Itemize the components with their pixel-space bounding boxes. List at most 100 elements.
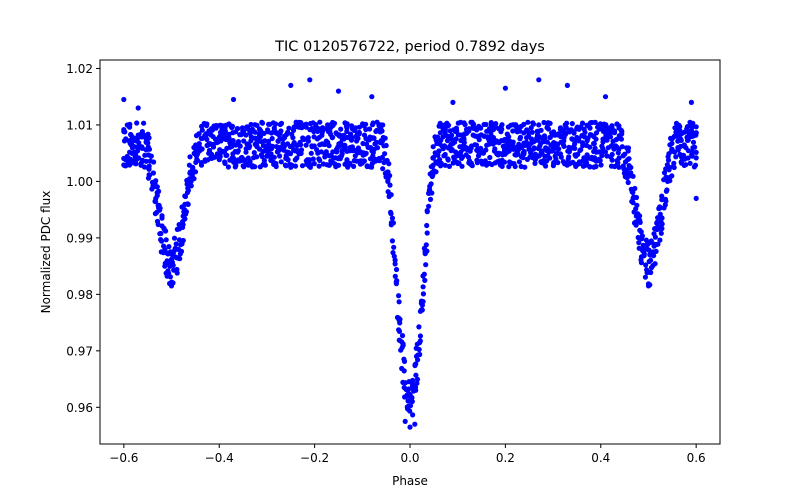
data-point xyxy=(194,156,200,162)
data-point xyxy=(265,138,272,144)
data-point xyxy=(151,159,157,165)
data-point xyxy=(378,126,384,132)
data-point xyxy=(298,142,304,148)
data-point xyxy=(633,206,639,212)
data-point xyxy=(435,134,441,140)
data-point xyxy=(401,358,408,364)
data-point xyxy=(306,157,312,163)
data-point xyxy=(598,162,604,168)
data-point xyxy=(288,164,294,170)
data-point xyxy=(671,160,677,166)
data-point xyxy=(569,121,575,127)
data-point xyxy=(510,139,516,145)
data-point xyxy=(587,164,593,170)
data-point xyxy=(581,126,587,132)
data-point xyxy=(499,163,505,169)
data-point xyxy=(303,123,309,129)
data-point xyxy=(566,154,572,160)
data-point xyxy=(413,361,419,367)
data-point xyxy=(512,163,518,170)
data-point xyxy=(215,152,221,158)
x-tick-label: 0.6 xyxy=(687,451,706,465)
data-point xyxy=(290,127,297,133)
data-point xyxy=(240,128,246,134)
data-point xyxy=(228,142,234,148)
data-point xyxy=(445,123,451,129)
data-point xyxy=(446,163,452,169)
data-point xyxy=(430,144,436,150)
data-point xyxy=(235,126,241,132)
data-point xyxy=(659,225,665,232)
data-point xyxy=(483,121,489,128)
data-point xyxy=(423,262,429,268)
data-point xyxy=(154,192,160,199)
data-point xyxy=(389,238,395,244)
data-point xyxy=(273,121,279,127)
data-point xyxy=(235,139,242,145)
data-point xyxy=(416,346,422,353)
data-point xyxy=(158,230,164,237)
data-point xyxy=(271,125,277,131)
data-point xyxy=(655,241,661,247)
data-point xyxy=(252,164,258,170)
data-point xyxy=(572,145,578,151)
x-tick-label: 0.0 xyxy=(400,451,419,465)
data-point xyxy=(640,242,646,248)
data-point xyxy=(311,161,317,167)
data-point xyxy=(135,135,141,141)
data-point xyxy=(693,124,699,130)
data-point xyxy=(599,153,605,159)
data-point xyxy=(148,153,154,159)
data-point xyxy=(664,187,670,193)
data-point xyxy=(424,222,430,229)
data-point xyxy=(521,121,527,127)
data-point xyxy=(630,173,636,179)
data-point xyxy=(602,149,609,155)
data-point xyxy=(561,129,568,135)
data-point xyxy=(226,135,232,141)
data-point xyxy=(657,237,663,243)
data-point xyxy=(166,244,172,250)
data-point xyxy=(616,164,622,170)
data-point xyxy=(380,122,386,128)
data-point xyxy=(655,215,661,221)
data-point xyxy=(190,164,196,170)
data-point xyxy=(150,170,156,176)
data-point xyxy=(121,128,127,135)
data-point xyxy=(658,230,664,236)
data-point xyxy=(607,134,614,140)
data-point xyxy=(330,122,336,128)
data-point xyxy=(146,146,153,152)
data-point xyxy=(266,121,272,127)
data-point xyxy=(550,163,557,169)
data-point xyxy=(241,157,247,163)
data-point xyxy=(662,202,668,208)
y-axis-label: Normalized PDC flux xyxy=(39,191,53,314)
data-point xyxy=(683,162,689,168)
data-point xyxy=(256,126,262,132)
data-point xyxy=(402,418,408,424)
data-point xyxy=(689,152,695,158)
data-point xyxy=(290,135,296,141)
data-point xyxy=(525,119,531,125)
data-point xyxy=(671,164,677,171)
data-point xyxy=(156,188,162,194)
data-point xyxy=(428,181,434,187)
data-point xyxy=(401,368,407,374)
data-point xyxy=(532,160,538,166)
data-point xyxy=(409,378,416,384)
data-point xyxy=(233,161,239,167)
data-point xyxy=(218,138,224,144)
data-point xyxy=(155,221,161,228)
data-point xyxy=(609,123,615,129)
data-point xyxy=(121,96,127,103)
data-point xyxy=(182,193,189,200)
data-point xyxy=(273,163,279,170)
data-point xyxy=(394,278,400,284)
data-point xyxy=(538,150,544,156)
data-point xyxy=(316,156,322,162)
data-point xyxy=(393,266,400,273)
data-point xyxy=(517,136,523,142)
data-point xyxy=(178,242,184,248)
data-point xyxy=(547,134,553,141)
